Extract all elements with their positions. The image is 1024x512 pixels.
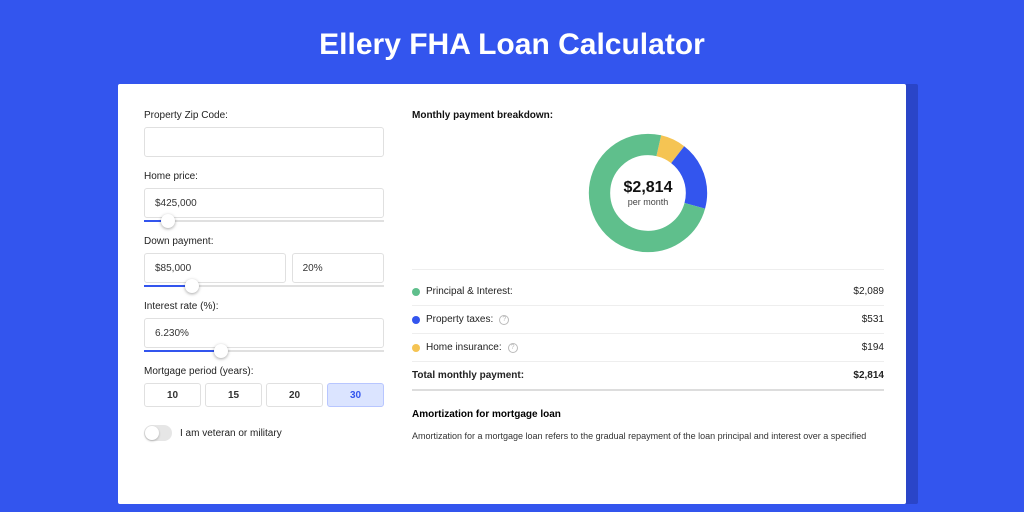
down-payment-slider-handle[interactable]: [185, 279, 199, 293]
home-price-slider-handle[interactable]: [161, 214, 175, 228]
legend-value: $531: [862, 314, 884, 325]
interest-slider[interactable]: [144, 350, 384, 352]
zip-label: Property Zip Code:: [144, 110, 384, 121]
period-btn-20[interactable]: 20: [266, 383, 323, 407]
period-label: Mortgage period (years):: [144, 366, 384, 377]
info-icon[interactable]: ?: [499, 315, 509, 325]
legend-value: $194: [862, 342, 884, 353]
legend-row: Property taxes:? $531: [412, 306, 884, 334]
legend-row: Home insurance:? $194: [412, 334, 884, 362]
legend-dot: [412, 316, 420, 324]
legend-label: Principal & Interest:: [426, 286, 513, 297]
calculator-card: Property Zip Code: Home price: Down paym…: [118, 84, 906, 504]
zip-field: Property Zip Code:: [144, 110, 384, 157]
donut-center: $2,814 per month: [584, 129, 712, 257]
amortization-body: Amortization for a mortgage loan refers …: [412, 430, 884, 444]
period-btn-15[interactable]: 15: [205, 383, 262, 407]
legend-value: $2,089: [853, 286, 884, 297]
home-price-field: Home price:: [144, 171, 384, 222]
donut-amount: $2,814: [624, 179, 673, 197]
donut-chart-wrap: $2,814 per month: [412, 129, 884, 270]
home-price-label: Home price:: [144, 171, 384, 182]
veteran-toggle[interactable]: [144, 425, 172, 441]
interest-slider-handle[interactable]: [214, 344, 228, 358]
down-payment-input[interactable]: [144, 253, 286, 283]
amortization-section: Amortization for mortgage loan Amortizat…: [412, 409, 884, 444]
interest-label: Interest rate (%):: [144, 301, 384, 312]
interest-input[interactable]: [144, 318, 384, 348]
down-payment-field: Down payment:: [144, 236, 384, 287]
legend-label: Home insurance:: [426, 342, 502, 353]
period-btn-30[interactable]: 30: [327, 383, 384, 407]
total-value: $2,814: [853, 370, 884, 381]
total-label: Total monthly payment:: [412, 370, 524, 381]
veteran-label: I am veteran or military: [180, 428, 282, 439]
breakdown-column: Monthly payment breakdown: $2,814 per mo…: [412, 110, 884, 478]
toggle-knob: [145, 426, 159, 440]
info-icon[interactable]: ?: [508, 343, 518, 353]
interest-field: Interest rate (%):: [144, 301, 384, 352]
home-price-input[interactable]: [144, 188, 384, 218]
amortization-title: Amortization for mortgage loan: [412, 409, 884, 420]
period-field: Mortgage period (years): 10152030: [144, 366, 384, 407]
donut-sub: per month: [628, 197, 669, 207]
inputs-column: Property Zip Code: Home price: Down paym…: [144, 110, 384, 478]
legend-row: Principal & Interest: $2,089: [412, 278, 884, 306]
legend-label: Property taxes:: [426, 314, 493, 325]
period-btn-10[interactable]: 10: [144, 383, 201, 407]
page-title: Ellery FHA Loan Calculator: [0, 0, 1024, 84]
breakdown-title: Monthly payment breakdown:: [412, 110, 884, 121]
donut-chart: $2,814 per month: [584, 129, 712, 257]
down-payment-pct-input[interactable]: [292, 253, 384, 283]
legend-dot: [412, 344, 420, 352]
veteran-row: I am veteran or military: [144, 425, 384, 441]
home-price-slider[interactable]: [144, 220, 384, 222]
legend-dot: [412, 288, 420, 296]
total-row: Total monthly payment: $2,814: [412, 362, 884, 391]
down-payment-label: Down payment:: [144, 236, 384, 247]
zip-input[interactable]: [144, 127, 384, 157]
down-payment-slider[interactable]: [144, 285, 384, 287]
